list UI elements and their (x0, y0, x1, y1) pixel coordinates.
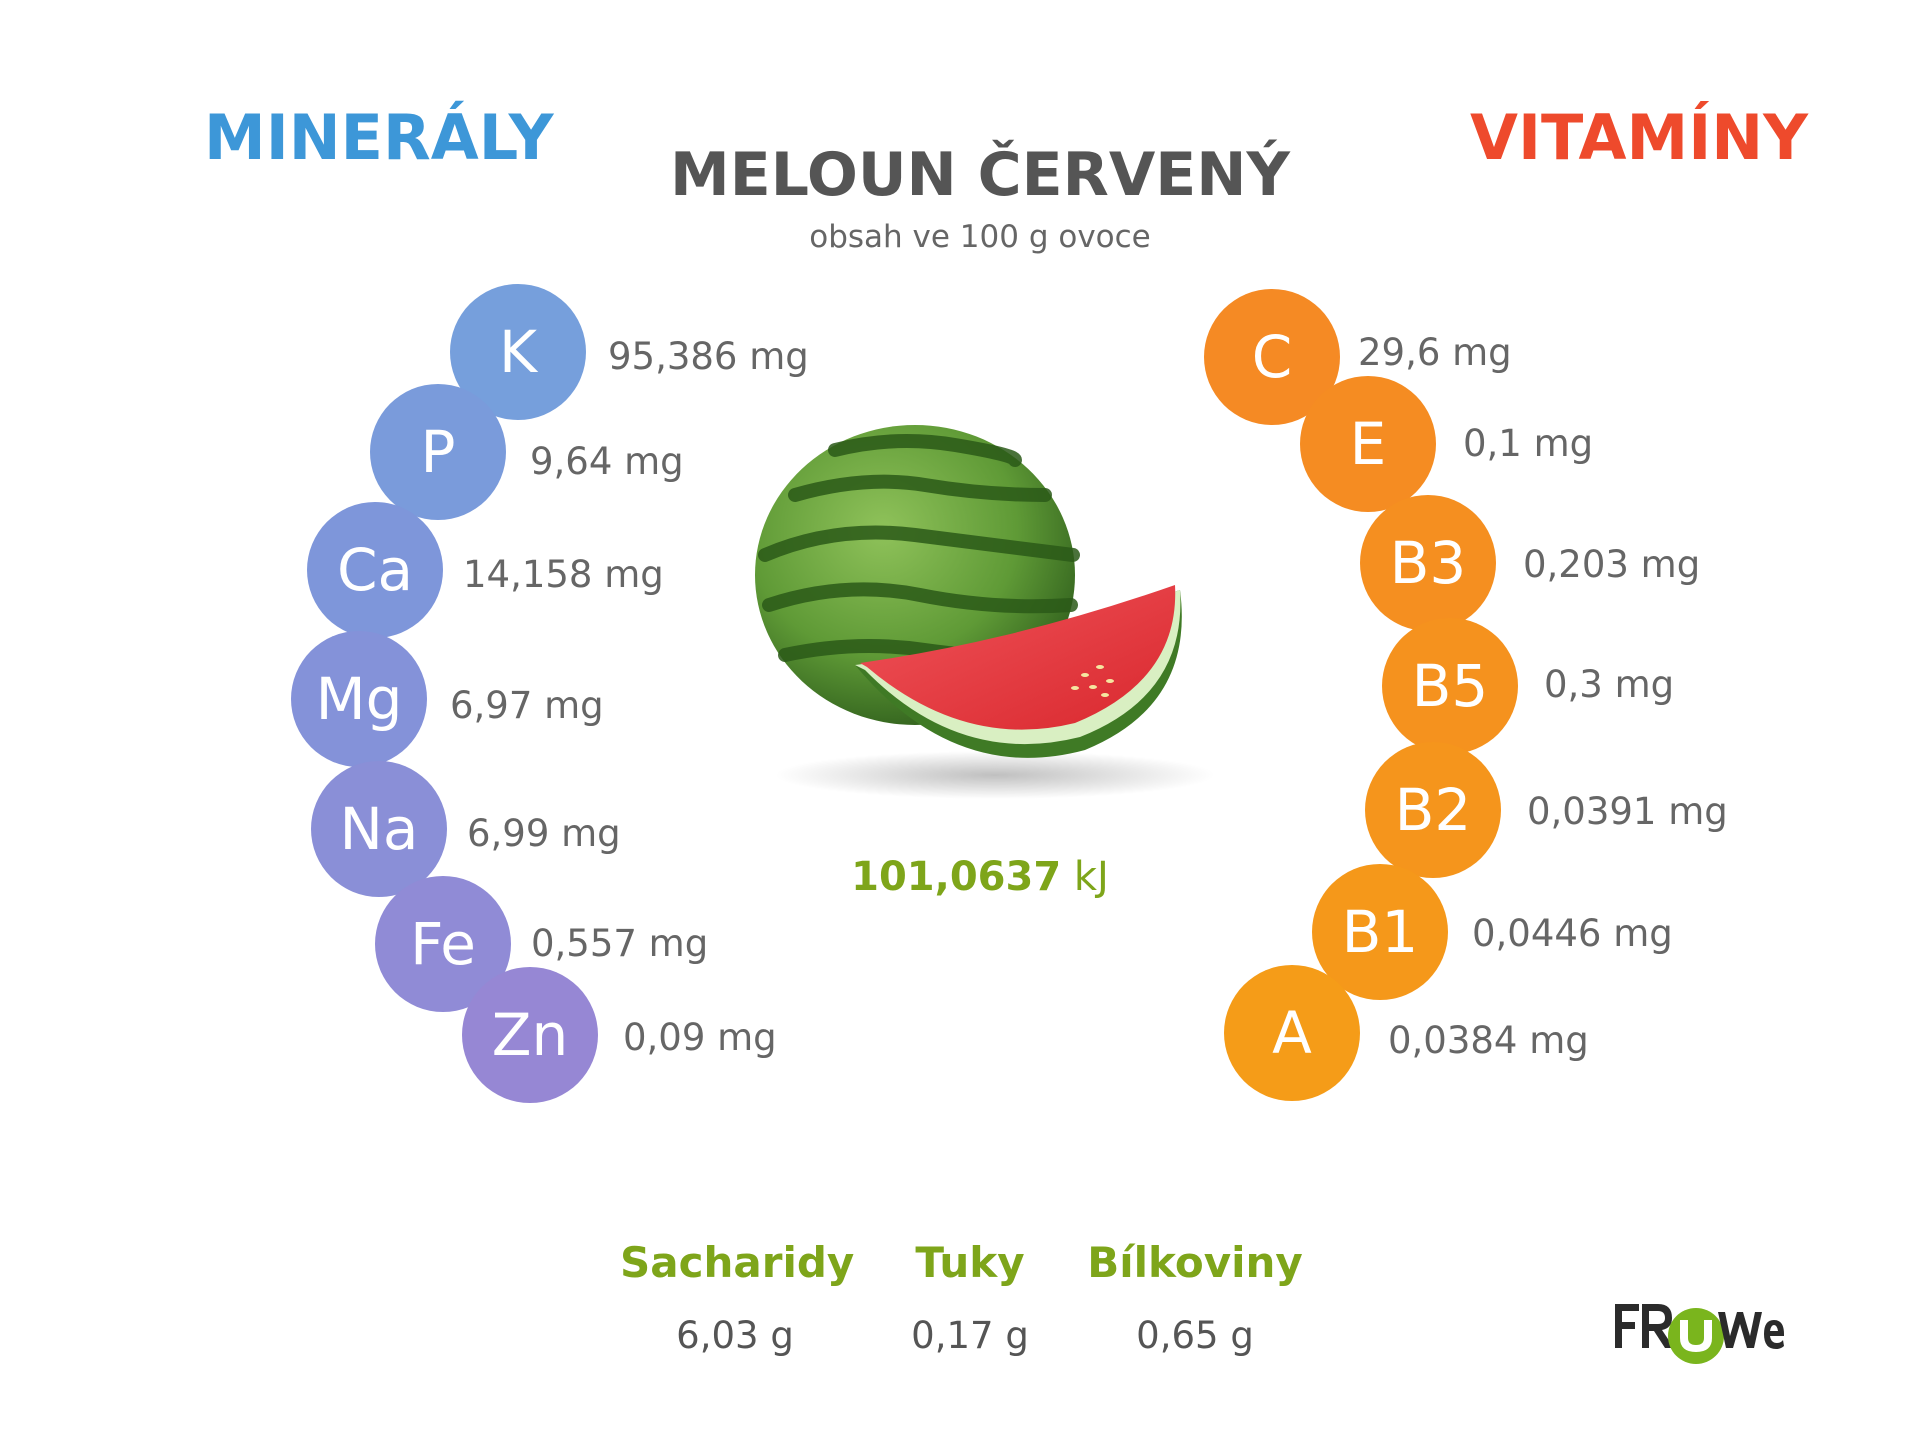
mineral-value-na: 6,99 mg (467, 812, 621, 855)
mineral-badge-p: P (370, 384, 506, 520)
vitamin-badge-e: E (1300, 376, 1436, 512)
energy-number: 101,0637 (851, 854, 1062, 900)
vitamin-value-b3: 0,203 mg (1523, 543, 1701, 586)
vitamin-badge-b3: B3 (1360, 495, 1496, 631)
vitamin-value-c: 29,6 mg (1358, 331, 1512, 374)
mineral-badge-zn: Zn (462, 967, 598, 1103)
minerals-heading: MINERÁLY (204, 101, 554, 174)
page-subtitle: obsah ve 100 g ovoce (809, 219, 1151, 255)
macro-label-sacharidy: Sacharidy (620, 1238, 855, 1287)
macro-value-tuky: 0,17 g (911, 1314, 1029, 1357)
vitamin-value-b1: 0,0446 mg (1472, 912, 1673, 955)
energy-unit: kJ (1073, 854, 1109, 900)
energy-value: 101,0637 kJ (500, 857, 1460, 897)
vitamins-heading: VITAMÍNY (1470, 101, 1809, 174)
macro-value-sacharidy: 6,03 g (676, 1314, 794, 1357)
macro-label-tuky: Tuky (915, 1238, 1025, 1287)
mineral-value-zn: 0,09 mg (623, 1016, 777, 1059)
vitamin-badge-b5: B5 (1382, 618, 1518, 754)
vitamin-value-b2: 0,0391 mg (1527, 790, 1728, 833)
vitamin-value-e: 0,1 mg (1463, 422, 1594, 465)
mineral-value-ca: 14,158 mg (463, 553, 664, 596)
fruwe-logo (1615, 1304, 1784, 1364)
mineral-value-mg: 6,97 mg (450, 684, 604, 727)
mineral-value-k: 95,386 mg (608, 335, 809, 378)
mineral-badge-na: Na (311, 761, 447, 897)
vitamin-value-b5: 0,3 mg (1544, 663, 1675, 706)
vitamin-badge-a: A (1224, 965, 1360, 1101)
macro-value-bilkoviny: 0,65 g (1136, 1314, 1254, 1357)
page-title: MELOUN ČERVENÝ (670, 140, 1290, 210)
vitamin-badge-b1: B1 (1312, 864, 1448, 1000)
vitamin-badge-b2: B2 (1365, 742, 1501, 878)
watermelon-image (755, 425, 1215, 799)
vitamin-value-a: 0,0384 mg (1388, 1019, 1589, 1062)
mineral-badge-ca: Ca (307, 502, 443, 638)
macro-label-bilkoviny: Bílkoviny (1087, 1238, 1303, 1287)
mineral-value-fe: 0,557 mg (531, 922, 709, 965)
mineral-badge-mg: Mg (291, 631, 427, 767)
mineral-value-p: 9,64 mg (530, 440, 684, 483)
